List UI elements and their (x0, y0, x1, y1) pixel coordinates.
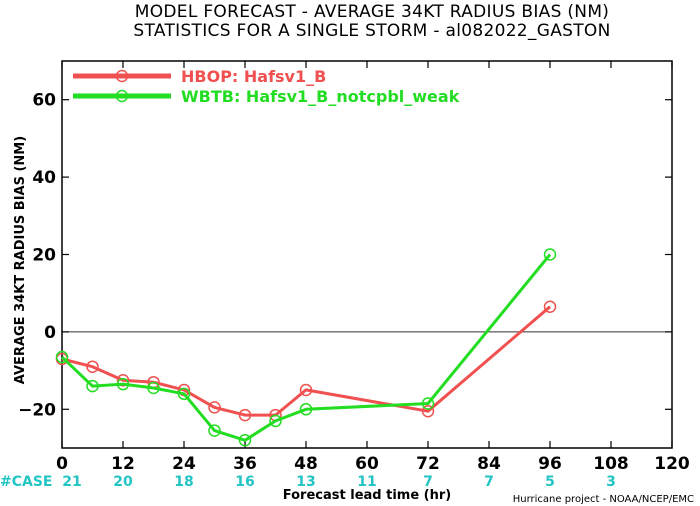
data-point (269, 414, 282, 428)
y-axis-label: AVERAGE 34KT RADIUS BIAS (NM) (13, 136, 28, 384)
data-point (421, 397, 435, 410)
case-count-row: #CASE 21 20 18 16 13 11 7 7 5 3 (0, 474, 616, 490)
series-layer (55, 248, 557, 447)
data-point (421, 404, 435, 418)
data-point (177, 387, 191, 401)
credit-text: Hurricane project - NOAA/NCEP/EMC (513, 494, 694, 505)
case-count: 21 (62, 474, 81, 490)
y-tick-label: 40 (32, 168, 56, 188)
y-tick-label: 60 (32, 91, 56, 111)
x-tick-label: 24 (172, 454, 196, 474)
y-tick-label: 20 (32, 246, 56, 266)
case-count: 3 (606, 474, 616, 490)
case-count: 11 (357, 474, 376, 490)
case-count: 18 (174, 474, 193, 490)
y-axis-ticks: −20 0 20 40 60 (18, 91, 672, 420)
x-tick-label: 72 (416, 454, 440, 474)
series-1 (55, 300, 557, 422)
legend-item-1: HBOP: Hafsv1_B (73, 67, 326, 86)
x-tick-label: 0 (56, 454, 68, 474)
plot-area (61, 60, 673, 449)
data-point (208, 401, 221, 414)
plot-frame (61, 60, 673, 449)
x-tick-label: 120 (654, 454, 690, 474)
legend-label: HBOP: Hafsv1_B (181, 67, 326, 86)
series-2 (55, 248, 557, 447)
chart-title-line1: MODEL FORECAST - AVERAGE 34KT RADIUS BIA… (135, 2, 609, 22)
x-tick-label: 12 (111, 454, 135, 474)
data-point (86, 379, 99, 393)
x-tick-label: 108 (593, 454, 629, 474)
data-point (55, 350, 69, 364)
legend-marker (115, 69, 129, 83)
y-tick-label: −20 (18, 400, 56, 420)
x-tick-label: 48 (294, 454, 318, 474)
data-point (543, 248, 557, 261)
case-label: #CASE (0, 474, 53, 490)
case-count: 7 (484, 474, 494, 490)
x-tick-label: 60 (355, 454, 379, 474)
case-count: 7 (423, 474, 433, 490)
case-count: 16 (235, 474, 254, 490)
chart-title-line2: STATISTICS FOR A SINGLE STORM - al082022… (133, 21, 610, 41)
data-point (299, 383, 313, 397)
legend-label: WBTB: Hafsv1_B_notcpbl_weak (181, 87, 460, 106)
data-point (238, 408, 252, 422)
x-tick-label: 84 (477, 454, 501, 474)
case-count: 20 (113, 474, 133, 490)
data-point (116, 377, 130, 391)
data-point (238, 434, 252, 447)
data-point (299, 403, 313, 416)
data-point (543, 300, 557, 313)
case-count: 5 (545, 474, 555, 490)
x-axis-label: Forecast lead time (hr) (283, 488, 451, 503)
data-point (86, 360, 99, 373)
series-line (60, 253, 552, 442)
data-point (116, 374, 130, 387)
x-tick-label: 36 (233, 454, 257, 474)
x-axis-ticks: 0 12 24 36 48 60 72 84 96 108 120 (56, 61, 690, 474)
x-tick-label: 96 (538, 454, 562, 474)
case-count: 13 (296, 474, 315, 490)
y-tick-label: 0 (44, 323, 56, 343)
data-point (147, 381, 160, 395)
legend-marker (115, 89, 129, 103)
series-line (61, 305, 551, 417)
legend-item-2: WBTB: Hafsv1_B_notcpbl_weak (73, 87, 460, 106)
data-point (208, 424, 221, 437)
